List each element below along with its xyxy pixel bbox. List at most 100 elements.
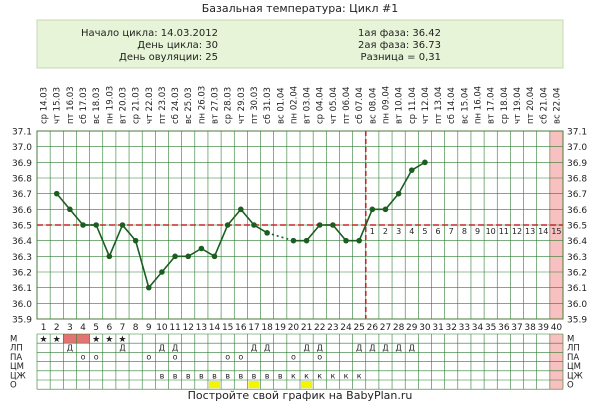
day-number: 30 bbox=[419, 323, 431, 333]
tszh-mark: к bbox=[330, 371, 335, 380]
tszh-mark: в bbox=[278, 371, 283, 380]
date-label: пт 20.04 bbox=[526, 86, 536, 124]
date-label: ср 11.04 bbox=[408, 87, 418, 124]
data-point bbox=[93, 222, 99, 228]
date-label: ср 14.03 bbox=[40, 87, 50, 124]
info-left-row: День цикла: 30 bbox=[137, 40, 218, 51]
star-mark: ★ bbox=[105, 335, 113, 345]
day-number: 13 bbox=[196, 323, 207, 333]
day-number: 38 bbox=[524, 323, 536, 333]
day-number: 6 bbox=[106, 323, 112, 333]
data-point bbox=[185, 253, 192, 260]
day-number: 20 bbox=[288, 323, 300, 333]
day-number: 37 bbox=[511, 323, 522, 333]
lp-mark: Д bbox=[119, 344, 125, 353]
day-number: 3 bbox=[67, 323, 73, 333]
data-point bbox=[198, 245, 205, 252]
date-label: вс 15.04 bbox=[460, 87, 470, 124]
tszh-mark: к bbox=[357, 371, 362, 380]
data-point bbox=[264, 230, 270, 236]
phase2-day-number: 13 bbox=[525, 227, 535, 236]
y-tick-label-left: 36.1 bbox=[12, 284, 32, 294]
y-tick-label-right: 35.9 bbox=[567, 316, 587, 326]
lp-mark: Д bbox=[67, 344, 73, 353]
day-number: 18 bbox=[261, 323, 273, 333]
series-segment bbox=[227, 208, 242, 226]
marker-row-label-right: ПА bbox=[567, 353, 579, 363]
plot-area: 1 2 3 4 5 6 7 8 9 10 11 12 13 14 15 bbox=[36, 130, 564, 320]
day-number: 23 bbox=[327, 323, 338, 333]
marker-row-label-right: М bbox=[567, 335, 574, 345]
pa-mark: о bbox=[238, 352, 243, 361]
info-left-row: Начало цикла: 14.03.2012 bbox=[81, 28, 218, 39]
y-tick-label-left: 37.0 bbox=[12, 143, 32, 153]
day-number: 15 bbox=[222, 323, 233, 333]
y-tick-label-right: 36.9 bbox=[567, 159, 587, 169]
date-label: пт 30.03 bbox=[250, 86, 260, 124]
series-segment bbox=[108, 224, 124, 257]
date-header: ср 14.03 чт 15.03 пт 16.03 сб 17.03 вс 18.03… bbox=[40, 86, 563, 124]
date-label: сб 24.03 bbox=[171, 87, 181, 124]
phase2-day-number: 5 bbox=[422, 227, 427, 236]
series-segment bbox=[161, 255, 176, 273]
y-tick-label-right: 36.3 bbox=[567, 253, 587, 263]
data-point bbox=[395, 190, 402, 197]
day-number: 32 bbox=[445, 323, 456, 333]
data-point bbox=[238, 206, 244, 213]
y-tick-label-right: 36.6 bbox=[567, 206, 587, 216]
info-panel bbox=[36, 19, 564, 69]
marker-row-label: ЦМ bbox=[10, 362, 24, 372]
day-number: 35 bbox=[485, 323, 496, 333]
lp-mark: Д bbox=[396, 344, 402, 353]
data-point bbox=[53, 190, 60, 197]
marker-row-label: ПА bbox=[10, 353, 22, 363]
date-label: пн 09.04 bbox=[381, 86, 391, 124]
phase2-day-number: 7 bbox=[449, 227, 454, 236]
data-point bbox=[422, 159, 428, 166]
y-tick-label-right: 36.5 bbox=[567, 222, 587, 232]
marker-row-label-right: ЦМ bbox=[567, 362, 581, 372]
pa-mark: о bbox=[225, 352, 230, 361]
lp-mark: Д bbox=[172, 344, 178, 353]
date-label: ср 04.04 bbox=[316, 87, 326, 124]
marker-row-label-right: О bbox=[567, 381, 574, 391]
date-label: сб 14.04 bbox=[447, 87, 457, 124]
phase2-day-number: 2 bbox=[383, 227, 388, 236]
date-label: вт 20.03 bbox=[118, 87, 128, 124]
date-label: пн 16.04 bbox=[474, 86, 484, 124]
tszh-mark: в bbox=[160, 371, 165, 380]
tszh-mark: в bbox=[186, 371, 191, 380]
data-point bbox=[159, 269, 165, 275]
tszh-mark: к bbox=[291, 371, 296, 380]
y-tick-label-left: 36.7 bbox=[12, 190, 32, 200]
day-number: 29 bbox=[406, 323, 418, 333]
date-label: ср 18.04 bbox=[500, 87, 510, 124]
series-segment bbox=[397, 169, 413, 195]
info-right-row: Разница = 0,31 bbox=[361, 52, 441, 63]
series-segment bbox=[148, 271, 163, 289]
phase2-day-number: 4 bbox=[409, 227, 414, 236]
star-mark: ★ bbox=[53, 335, 61, 345]
day-number: 26 bbox=[367, 323, 379, 333]
tszh-mark: в bbox=[173, 371, 178, 380]
date-label: пт 23.03 bbox=[158, 86, 168, 124]
footer-text: Постройте свой график на BabyPlan.ru bbox=[188, 389, 413, 402]
day-number: 22 bbox=[314, 323, 325, 333]
series-segment bbox=[266, 232, 294, 242]
y-tick-label-right: 36.8 bbox=[567, 175, 587, 185]
phase2-day-number: 11 bbox=[499, 227, 509, 236]
date-label: вс 01.04 bbox=[276, 87, 286, 124]
pa-mark: о bbox=[146, 352, 151, 361]
day-number: 10 bbox=[156, 323, 168, 333]
date-label: чт 15.03 bbox=[53, 87, 63, 124]
day-number: 24 bbox=[340, 323, 352, 333]
tszh-mark: в bbox=[238, 371, 243, 380]
data-point bbox=[316, 222, 323, 228]
date-label: вс 18.03 bbox=[92, 87, 102, 124]
day-number: 8 bbox=[133, 323, 139, 333]
date-label: сб 21.04 bbox=[539, 87, 549, 124]
y-tick-label-left: 37.1 bbox=[12, 128, 32, 138]
